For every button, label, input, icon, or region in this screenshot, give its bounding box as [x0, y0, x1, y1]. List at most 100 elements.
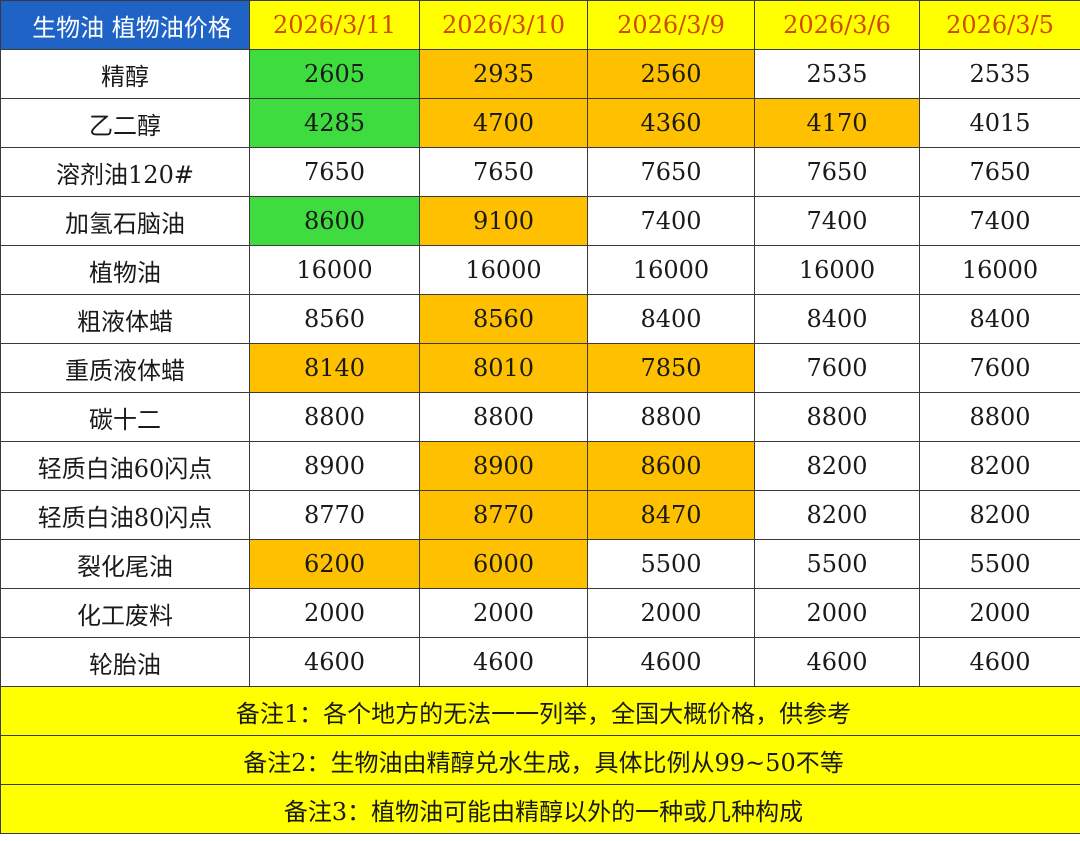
- price-cell: 2000: [249, 588, 420, 638]
- price-cell: 4360: [587, 98, 755, 148]
- price-cell: 2000: [419, 588, 588, 638]
- price-cell: 4285: [249, 98, 420, 148]
- product-name: 加氢石脑油: [0, 196, 250, 246]
- price-cell: 2000: [754, 588, 920, 638]
- price-cell: 5500: [754, 539, 920, 589]
- price-cell: 6000: [419, 539, 588, 589]
- price-cell: 7650: [754, 147, 920, 197]
- price-cell: 4600: [419, 637, 588, 687]
- price-cell: 8470: [587, 490, 755, 540]
- table-row: 碳十二 8800 8800 8800 8800 8800: [0, 392, 1080, 442]
- note-row: 备注1：各个地方的无法一一列举，全国大概价格，供参考: [0, 686, 1080, 736]
- price-cell: 8400: [919, 294, 1080, 344]
- price-cell: 4600: [919, 637, 1080, 687]
- price-cell: 8900: [249, 441, 420, 491]
- price-cell: 8560: [419, 294, 588, 344]
- price-cell: 7400: [587, 196, 755, 246]
- note-row: 备注3：植物油可能由精醇以外的一种或几种构成: [0, 784, 1080, 834]
- corner-label: 生物油 植物油价格: [0, 0, 250, 50]
- price-cell: 8200: [754, 490, 920, 540]
- product-name: 轻质白油60闪点: [0, 441, 250, 491]
- table-row: 轮胎油 4600 4600 4600 4600 4600: [0, 637, 1080, 687]
- product-name: 轮胎油: [0, 637, 250, 687]
- price-cell: 4600: [587, 637, 755, 687]
- product-name: 重质液体蜡: [0, 343, 250, 393]
- price-cell: 6200: [249, 539, 420, 589]
- product-name: 精醇: [0, 49, 250, 99]
- table-row: 溶剂油120# 7650 7650 7650 7650 7650: [0, 147, 1080, 197]
- price-cell: 8200: [754, 441, 920, 491]
- price-cell: 7600: [919, 343, 1080, 393]
- price-cell: 16000: [249, 245, 420, 295]
- price-cell: 8800: [587, 392, 755, 442]
- price-cell: 7650: [419, 147, 588, 197]
- price-cell: 8770: [419, 490, 588, 540]
- note-text: 备注3：植物油可能由精醇以外的一种或几种构成: [0, 784, 1080, 834]
- price-cell: 8560: [249, 294, 420, 344]
- price-cell: 4600: [754, 637, 920, 687]
- price-cell: 16000: [919, 245, 1080, 295]
- table-row: 粗液体蜡 8560 8560 8400 8400 8400: [0, 294, 1080, 344]
- price-cell: 4700: [419, 98, 588, 148]
- price-cell: 2000: [919, 588, 1080, 638]
- price-cell: 8800: [919, 392, 1080, 442]
- price-cell: 2935: [419, 49, 588, 99]
- table-row: 重质液体蜡 8140 8010 7850 7600 7600: [0, 343, 1080, 393]
- product-name: 植物油: [0, 245, 250, 295]
- price-cell: 8900: [419, 441, 588, 491]
- price-cell: 16000: [754, 245, 920, 295]
- table-row: 精醇 2605 2935 2560 2535 2535: [0, 49, 1080, 99]
- date-header: 2026/3/5: [919, 0, 1080, 50]
- price-cell: 5500: [919, 539, 1080, 589]
- price-cell: 7650: [249, 147, 420, 197]
- price-cell: 2535: [919, 49, 1080, 99]
- price-cell: 2605: [249, 49, 420, 99]
- note-row: 备注2：生物油由精醇兑水生成，具体比例从99~50不等: [0, 735, 1080, 785]
- price-cell: 8800: [249, 392, 420, 442]
- header-row: 生物油 植物油价格 2026/3/11 2026/3/10 2026/3/9 2…: [0, 0, 1080, 50]
- price-cell: 8400: [754, 294, 920, 344]
- table-row: 化工废料 2000 2000 2000 2000 2000: [0, 588, 1080, 638]
- date-header: 2026/3/6: [754, 0, 920, 50]
- price-cell: 8010: [419, 343, 588, 393]
- table-row: 轻质白油80闪点 8770 8770 8470 8200 8200: [0, 490, 1080, 540]
- price-cell: 7400: [919, 196, 1080, 246]
- product-name: 乙二醇: [0, 98, 250, 148]
- table-row: 裂化尾油 6200 6000 5500 5500 5500: [0, 539, 1080, 589]
- price-cell: 7850: [587, 343, 755, 393]
- price-cell: 4170: [754, 98, 920, 148]
- price-cell: 9100: [419, 196, 588, 246]
- price-cell: 8140: [249, 343, 420, 393]
- product-name: 轻质白油80闪点: [0, 490, 250, 540]
- table-row: 植物油 16000 16000 16000 16000 16000: [0, 245, 1080, 295]
- note-text: 备注1：各个地方的无法一一列举，全国大概价格，供参考: [0, 686, 1080, 736]
- date-header: 2026/3/10: [419, 0, 588, 50]
- date-header: 2026/3/11: [249, 0, 420, 50]
- price-cell: 8400: [587, 294, 755, 344]
- price-cell: 8800: [754, 392, 920, 442]
- price-cell: 8200: [919, 441, 1080, 491]
- price-cell: 2560: [587, 49, 755, 99]
- price-cell: 8770: [249, 490, 420, 540]
- product-name: 裂化尾油: [0, 539, 250, 589]
- table-row: 轻质白油60闪点 8900 8900 8600 8200 8200: [0, 441, 1080, 491]
- price-cell: 8200: [919, 490, 1080, 540]
- price-cell: 8600: [587, 441, 755, 491]
- product-name: 化工废料: [0, 588, 250, 638]
- price-cell: 16000: [419, 245, 588, 295]
- price-cell: 4015: [919, 98, 1080, 148]
- price-cell: 2000: [587, 588, 755, 638]
- product-name: 粗液体蜡: [0, 294, 250, 344]
- table-row: 乙二醇 4285 4700 4360 4170 4015: [0, 98, 1080, 148]
- price-cell: 7650: [587, 147, 755, 197]
- price-cell: 4600: [249, 637, 420, 687]
- price-cell: 7400: [754, 196, 920, 246]
- price-cell: 2535: [754, 49, 920, 99]
- price-cell: 8600: [249, 196, 420, 246]
- product-name: 溶剂油120#: [0, 147, 250, 197]
- price-cell: 5500: [587, 539, 755, 589]
- price-cell: 8800: [419, 392, 588, 442]
